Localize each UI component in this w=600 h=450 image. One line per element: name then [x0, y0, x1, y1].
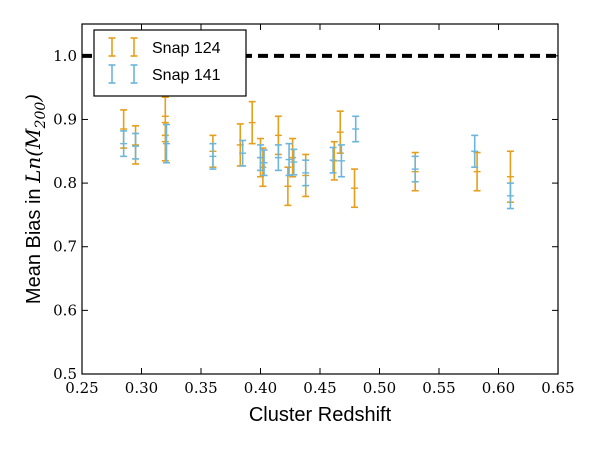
x-tick-label: 0.35 — [184, 379, 217, 397]
error-bar — [257, 144, 264, 172]
x-tick-label: 0.65 — [541, 379, 574, 397]
series-snap-141 — [120, 115, 514, 210]
y-tick-label: 0.6 — [53, 301, 77, 319]
x-axis-label: Cluster Redshift — [249, 404, 392, 426]
error-bar — [239, 139, 247, 167]
legend-entry: Snap 141 — [108, 64, 221, 84]
y-axis-label-close: ) — [21, 94, 45, 103]
y-axis-label-prefix: Mean Bias in — [23, 183, 45, 304]
y-tick-label: 1.0 — [53, 47, 77, 65]
error-bar — [259, 147, 267, 188]
y-tick-label: 0.8 — [53, 174, 77, 192]
error-bar — [248, 100, 256, 145]
error-bar — [471, 134, 479, 168]
error-bar — [162, 123, 170, 164]
x-tick-label: 0.45 — [303, 379, 336, 397]
error-bar — [302, 159, 310, 187]
y-tick-label: 0.5 — [53, 365, 77, 383]
error-bar — [290, 148, 298, 176]
legend-box — [93, 29, 247, 97]
error-bar — [260, 149, 268, 177]
y-tick-label: 0.9 — [53, 110, 77, 128]
y-axis-label-math: Ln(M — [21, 128, 45, 184]
legend-label: Snap 141 — [152, 67, 221, 84]
error-bar — [506, 182, 514, 210]
error-bar — [336, 110, 344, 154]
x-tick-label: 0.55 — [422, 379, 455, 397]
legend: Snap 124 Snap 141 — [93, 29, 247, 97]
x-tick-label: 0.50 — [363, 379, 396, 397]
error-bar — [351, 168, 359, 209]
error-bar — [329, 146, 337, 174]
x-tick-label: 0.25 — [65, 379, 98, 397]
series-snap-124 — [120, 96, 514, 209]
error-bar — [289, 137, 297, 178]
legend-entry: Snap 124 — [108, 37, 221, 57]
x-tick-label: 0.60 — [482, 379, 515, 397]
error-bar — [411, 155, 419, 183]
y-axis-label-subscript: 200 — [33, 102, 49, 130]
error-bar — [132, 132, 140, 160]
legend-label: Snap 124 — [152, 40, 221, 57]
y-tick-label: 0.7 — [53, 238, 77, 256]
error-bar — [161, 121, 169, 162]
error-bar — [337, 144, 345, 178]
error-bar — [274, 144, 282, 172]
error-bar — [120, 130, 128, 158]
x-tick-label: 0.40 — [244, 379, 277, 397]
error-bar — [284, 166, 292, 207]
error-bar — [352, 115, 360, 143]
error-bar — [209, 142, 217, 170]
x-tick-label: 0.30 — [125, 379, 158, 397]
y-axis-label: Mean Bias in Ln(M200) — [21, 94, 49, 304]
